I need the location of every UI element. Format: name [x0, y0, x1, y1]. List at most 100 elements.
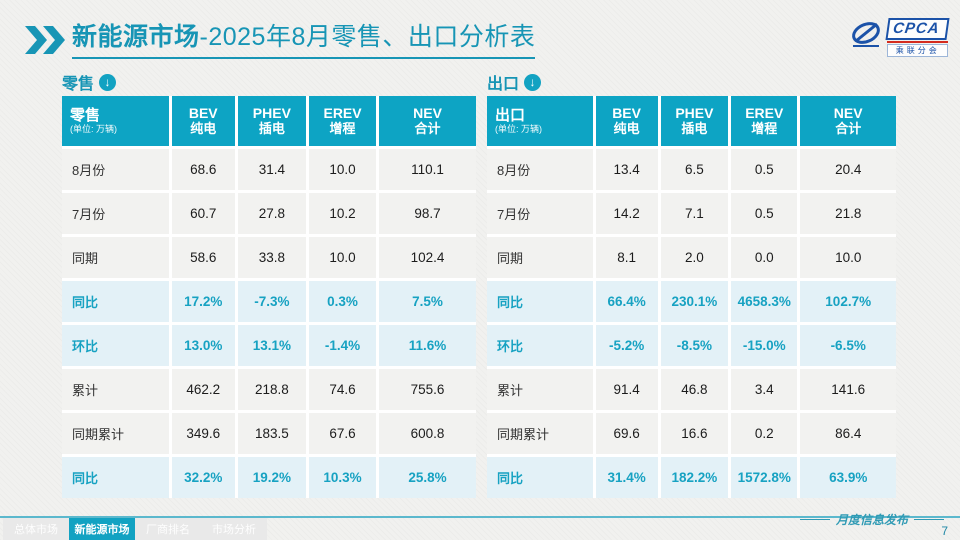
- table-cell: 8.1: [595, 237, 658, 278]
- release-dash-right: [914, 519, 944, 520]
- table-cell: 33.8: [237, 237, 307, 278]
- table-cell: 218.8: [237, 369, 307, 410]
- table-cell: 10.0: [309, 149, 377, 190]
- row-label: 8月份: [62, 149, 169, 190]
- table-corner-header: 出口 (单位: 万辆): [487, 96, 593, 146]
- footer-tab-市场分析[interactable]: 市场分析: [201, 518, 267, 540]
- row-label: 同期累计: [487, 413, 593, 454]
- column-header: NEV 合计: [379, 96, 476, 146]
- table-cell: 141.6: [800, 369, 896, 410]
- column-header: PHEV 插电: [237, 96, 307, 146]
- export-section-label: 出口 ↓: [487, 70, 896, 94]
- export-table: 出口 (单位: 万辆) BEV 纯电 PHEV 插电 EREV 增程 NEV 合计 8月份 13.4 6…: [487, 96, 896, 498]
- export-table-section: 出口 ↓ 出口 (单位: 万辆) BEV 纯电 PHEV 插电 EREV 增程 NEV 合计 8月份…: [487, 70, 896, 498]
- retail-table: 零售 (单位: 万辆) BEV 纯电 PHEV 插电 EREV 增程 NEV 合计 8月份 68.6 3…: [62, 96, 476, 498]
- table-cell: 0.3%: [309, 281, 377, 322]
- table-cell: 182.2%: [660, 457, 729, 498]
- row-label: 7月份: [62, 193, 169, 234]
- column-header: BEV 纯电: [595, 96, 658, 146]
- row-label: 同比: [62, 457, 169, 498]
- row-label: 8月份: [487, 149, 593, 190]
- page-number: 7: [941, 524, 948, 538]
- table-cell: 20.4: [800, 149, 896, 190]
- table-cell: 14.2: [595, 193, 658, 234]
- table-cell: 0.5: [731, 193, 798, 234]
- retail-section-label-text: 零售: [62, 76, 95, 93]
- row-label: 同期: [62, 237, 169, 278]
- title-chevron-icon: [25, 26, 65, 54]
- table-cell: 60.7: [171, 193, 235, 234]
- cpca-swoosh-icon: [852, 22, 881, 47]
- table-cell: 0.5: [731, 149, 798, 190]
- footer-divider-line: [0, 516, 960, 518]
- table-cell: 91.4: [595, 369, 658, 410]
- export-section-label-text: 出口: [487, 76, 520, 93]
- row-label: 7月份: [487, 193, 593, 234]
- table-cell: 6.5: [660, 149, 729, 190]
- table-cell: -1.4%: [309, 325, 377, 366]
- table-cell: 10.2: [309, 193, 377, 234]
- table-cell: 98.7: [379, 193, 476, 234]
- table-cell: 25.8%: [379, 457, 476, 498]
- table-cell: 58.6: [171, 237, 235, 278]
- table-cell: 755.6: [379, 369, 476, 410]
- table-cell: 19.2%: [237, 457, 307, 498]
- table-cell: 1572.8%: [731, 457, 798, 498]
- row-label: 同比: [487, 457, 593, 498]
- table-cell: 4658.3%: [731, 281, 798, 322]
- retail-section-label: 零售 ↓: [62, 70, 476, 94]
- page-title-main: 新能源市场: [72, 23, 200, 51]
- page-title-rest: -2025年8月零售、出口分析表: [199, 23, 536, 51]
- table-cell: 16.6: [660, 413, 729, 454]
- cpca-logo-redline: [887, 41, 948, 43]
- row-label: 同比: [487, 281, 593, 322]
- cpca-logo: CPCA 乘联分会: [849, 18, 950, 57]
- table-cell: 46.8: [660, 369, 729, 410]
- cpca-logo-subtext: 乘联分会: [887, 44, 948, 57]
- table-cell: 13.0%: [171, 325, 235, 366]
- cpca-logo-text: CPCA: [885, 18, 950, 40]
- table-cell: 66.4%: [595, 281, 658, 322]
- table-cell: 462.2: [171, 369, 235, 410]
- column-header: EREV 增程: [731, 96, 798, 146]
- table-cell: 349.6: [171, 413, 235, 454]
- row-label: 环比: [62, 325, 169, 366]
- row-label: 同期累计: [62, 413, 169, 454]
- row-label: 累计: [487, 369, 593, 410]
- table-cell: 600.8: [379, 413, 476, 454]
- down-arrow-icon: ↓: [99, 73, 117, 91]
- table-cell: -6.5%: [800, 325, 896, 366]
- table-cell: 17.2%: [171, 281, 235, 322]
- table-cell: 10.0: [800, 237, 896, 278]
- table-cell: 21.8: [800, 193, 896, 234]
- row-label: 同比: [62, 281, 169, 322]
- table-cell: 11.6%: [379, 325, 476, 366]
- table-cell: 7.1: [660, 193, 729, 234]
- footer-tab-总体市场[interactable]: 总体市场: [3, 518, 69, 540]
- table-cell: 74.6: [309, 369, 377, 410]
- table-cell: 2.0: [660, 237, 729, 278]
- table-cell: 0.2: [731, 413, 798, 454]
- release-dash-left: [799, 519, 830, 520]
- table-cell: 110.1: [379, 149, 476, 190]
- table-cell: 102.4: [379, 237, 476, 278]
- table-cell: 67.6: [309, 413, 377, 454]
- table-cell: -15.0%: [731, 325, 798, 366]
- release-label: 月度信息发布: [799, 511, 944, 528]
- row-label: 同期: [487, 237, 593, 278]
- footer-tab-新能源市场[interactable]: 新能源市场: [69, 518, 135, 540]
- table-cell: 13.4: [595, 149, 658, 190]
- table-cell: 31.4%: [595, 457, 658, 498]
- page-title: 新能源市场-2025年8月零售、出口分析表: [72, 22, 536, 60]
- table-cell: 63.9%: [800, 457, 896, 498]
- footer-tab-厂商排名[interactable]: 厂商排名: [135, 518, 201, 540]
- table-cell: 32.2%: [171, 457, 235, 498]
- column-header: NEV 合计: [800, 96, 896, 146]
- table-cell: 183.5: [237, 413, 307, 454]
- table-cell: 68.6: [171, 149, 235, 190]
- table-cell: 10.0: [309, 237, 377, 278]
- table-cell: 7.5%: [379, 281, 476, 322]
- table-cell: 0.0: [731, 237, 798, 278]
- down-arrow-icon: ↓: [524, 73, 542, 91]
